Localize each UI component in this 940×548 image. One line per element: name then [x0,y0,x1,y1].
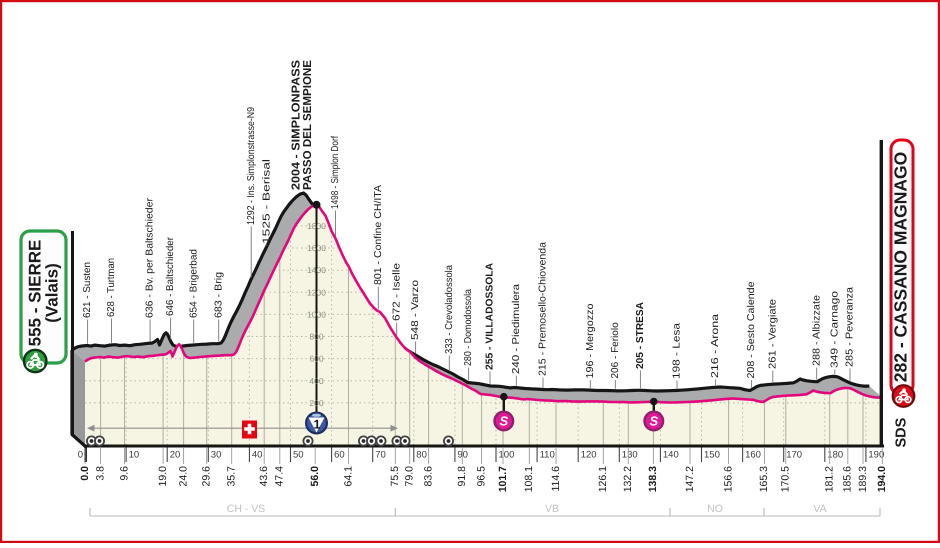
svg-text:672 - Iselle: 672 - Iselle [391,262,402,321]
svg-text:1000: 1000 [307,309,326,319]
svg-text:654 - Brigerbad: 654 - Brigerbad [188,249,199,318]
svg-text:180: 180 [827,450,843,461]
svg-text:285 - Peveranza: 285 - Peveranza [845,287,856,367]
svg-text:S: S [499,414,508,429]
svg-text:1292 - Ins. Simplonstrasse-N9: 1292 - Ins. Simplonstrasse-N9 [246,107,257,225]
svg-text:628 - Turtman: 628 - Turtman [106,258,117,317]
svg-text:120: 120 [581,450,597,461]
svg-text:200: 200 [309,398,323,408]
svg-text:43.6: 43.6 [258,466,270,487]
svg-text:801 - Confine CH/ITA: 801 - Confine CH/ITA [373,185,384,285]
svg-text:1525 - Berisal: 1525 - Berisal [261,159,272,244]
svg-text:160: 160 [745,450,761,461]
svg-text:S: S [649,414,658,429]
svg-text:185.6: 185.6 [842,466,854,492]
svg-text:0: 0 [78,450,83,461]
svg-text:198 - Lesa: 198 - Lesa [672,322,683,379]
svg-text:0.0: 0.0 [79,466,91,481]
svg-text:621 - Susten: 621 - Susten [82,262,93,318]
svg-text:600: 600 [309,354,323,364]
svg-text:19.0: 19.0 [157,466,169,487]
svg-text:147.2: 147.2 [684,466,696,492]
svg-text:SDS: SDS [893,417,909,447]
svg-text:683 - Brig: 683 - Brig [213,272,224,318]
svg-text:9.6: 9.6 [118,466,130,481]
svg-text:110: 110 [540,450,555,461]
svg-text:261 - Vergiate: 261 - Vergiate [767,299,778,369]
svg-text:83.6: 83.6 [422,466,434,487]
svg-text:2004 - SIMPLONPASS: 2004 - SIMPLONPASS [291,60,303,190]
svg-text:138.3: 138.3 [647,466,659,492]
svg-text:1: 1 [314,418,321,432]
svg-text:156.6: 156.6 [722,466,734,492]
svg-text:1400: 1400 [307,265,326,275]
svg-text:205 - STRESA: 205 - STRESA [635,302,646,369]
svg-text:190: 190 [868,450,884,461]
svg-text:216 - Arona: 216 - Arona [710,313,721,378]
svg-text:114.6: 114.6 [550,466,562,492]
svg-text:150: 150 [704,450,720,461]
svg-text:56.0: 56.0 [309,466,321,487]
svg-text:VB: VB [545,503,559,515]
svg-text:333 - Crevoladossola: 333 - Crevoladossola [444,265,455,354]
svg-text:96.5: 96.5 [475,466,487,487]
svg-text:548 - Varzo: 548 - Varzo [410,279,421,340]
svg-text:194.0: 194.0 [876,466,888,492]
svg-text:1800: 1800 [307,221,326,231]
svg-text:215 - Premosello-Chiovenda: 215 - Premosello-Chiovenda [538,242,549,376]
svg-text:CH - VS: CH - VS [227,503,266,515]
svg-text:40: 40 [252,450,263,461]
svg-text:196 - Mergozzo: 196 - Mergozzo [585,303,596,378]
svg-text:PASSO DEL SEMPIONE: PASSO DEL SEMPIONE [302,60,314,190]
svg-text:130: 130 [622,450,638,461]
svg-text:1600: 1600 [307,243,326,253]
svg-text:1498 - Simplon Dorf: 1498 - Simplon Dorf [330,136,341,209]
svg-text:91.8: 91.8 [456,466,468,487]
svg-text:282 - CASSANO MAGNAGO: 282 - CASSANO MAGNAGO [891,152,911,382]
svg-text:140: 140 [663,450,679,461]
svg-text:349 - Carnago: 349 - Carnago [829,290,840,368]
svg-text:636 - Bv. per Baltschieder: 636 - Bv. per Baltschieder [145,197,156,318]
svg-text:3.8: 3.8 [94,466,106,481]
svg-text:20: 20 [170,450,181,461]
svg-text:70: 70 [375,450,386,461]
svg-text:165.3: 165.3 [758,466,770,492]
svg-text:181.2: 181.2 [823,466,835,492]
svg-text:189.3: 189.3 [857,466,869,492]
svg-text:35.7: 35.7 [225,466,237,487]
svg-text:24.0: 24.0 [177,466,189,487]
svg-text:206 - Feriolo: 206 - Feriolo [610,322,621,379]
svg-text:170: 170 [786,450,802,461]
svg-text:208 - Sesto Calende: 208 - Sesto Calende [746,281,757,378]
svg-text:240 - Piedimulera: 240 - Piedimulera [511,283,522,374]
svg-text:280 - Domodossola: 280 - Domodossola [463,289,474,366]
svg-text:108.1: 108.1 [523,466,535,492]
svg-text:800: 800 [309,332,323,342]
svg-text:10: 10 [129,450,140,461]
svg-text:(Valais): (Valais) [42,263,61,323]
svg-text:79.0: 79.0 [403,466,415,487]
svg-text:132.2: 132.2 [622,466,634,492]
svg-text:126.1: 126.1 [597,466,609,492]
svg-text:400: 400 [309,376,323,386]
svg-text:60: 60 [334,450,345,461]
svg-text:646 - Baltschieder: 646 - Baltschieder [165,236,176,316]
svg-text:288 - Albizzate: 288 - Albizzate [811,295,822,366]
svg-text:101.7: 101.7 [497,466,509,492]
svg-text:1200: 1200 [307,287,326,297]
svg-text:VA: VA [813,503,826,515]
svg-text:29.6: 29.6 [200,466,212,487]
svg-text:30: 30 [211,450,222,461]
svg-text:555 - SIERRE: 555 - SIERRE [25,240,44,347]
svg-text:50: 50 [293,450,304,461]
svg-text:75.5: 75.5 [389,466,401,487]
svg-text:47.4: 47.4 [274,466,286,487]
svg-text:80: 80 [416,450,427,461]
svg-text:NO: NO [707,503,723,515]
svg-text:100: 100 [499,450,515,461]
svg-text:255 - VILLADOSSOLA: 255 - VILLADOSSOLA [485,263,496,370]
svg-text:64.1: 64.1 [342,466,354,487]
svg-text:170.5: 170.5 [780,466,792,492]
